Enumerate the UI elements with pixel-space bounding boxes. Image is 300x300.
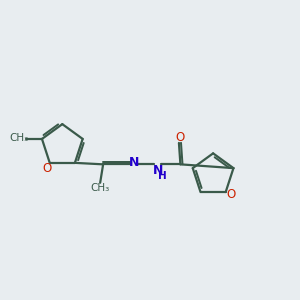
Text: O: O (43, 162, 52, 175)
Text: O: O (175, 131, 184, 144)
Text: CH₃: CH₃ (91, 183, 110, 193)
Text: O: O (226, 188, 236, 201)
Text: H: H (158, 171, 167, 181)
Text: CH₃: CH₃ (10, 133, 29, 143)
Text: N: N (129, 156, 139, 170)
Text: N: N (153, 164, 163, 177)
